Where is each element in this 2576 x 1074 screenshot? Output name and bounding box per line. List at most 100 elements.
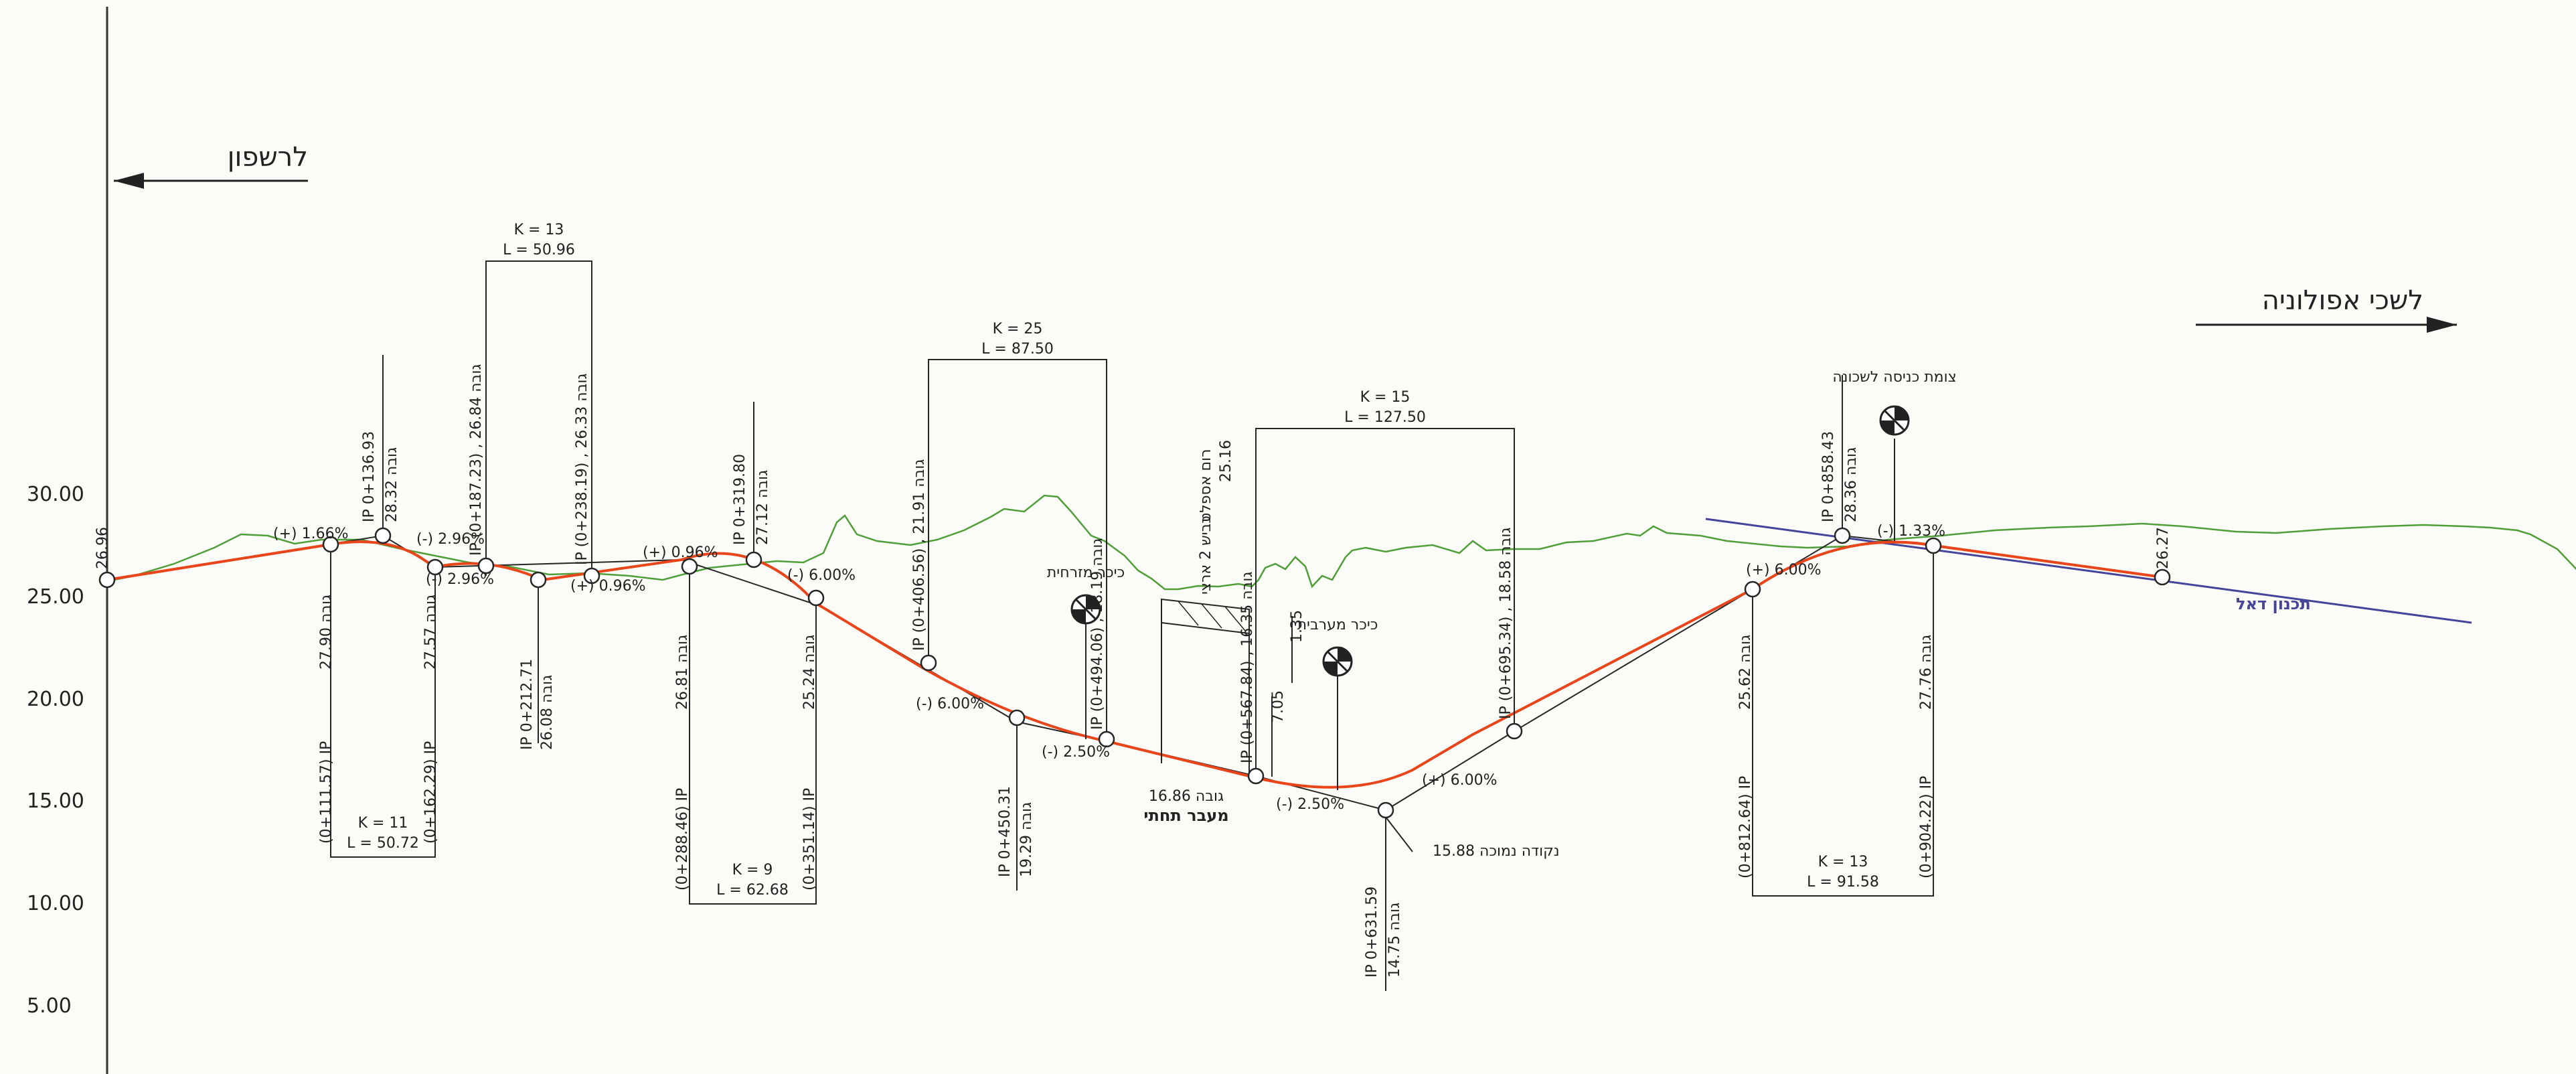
y-tick-20: 20.00: [27, 688, 84, 711]
grade-8: (-) 2.50%: [1042, 744, 1110, 761]
curve-3-k: K = 9: [732, 862, 773, 878]
curve-3-l: L = 62.68: [716, 882, 789, 899]
station-319-ip: IP 0+319.80: [732, 454, 748, 545]
marker-567: [1249, 769, 1263, 783]
grade-6: (-) 6.00%: [787, 567, 856, 584]
curve-bracket-5: [1256, 429, 1514, 776]
y-tick-10: 10.00: [27, 892, 84, 915]
station-111-ip: (0+111.57) IP: [318, 741, 335, 844]
station-111-elev: 27.90 גובה: [318, 595, 335, 670]
underpass-elev: 16.86 גובה: [1149, 788, 1224, 805]
curve-2-l: L = 50.96: [503, 242, 575, 258]
curve-4-l: L = 87.50: [981, 341, 1054, 358]
y-tick-25: 25.00: [27, 585, 84, 609]
road2-hatch-2: [1202, 604, 1222, 628]
station-136-ip: IP 0+136.93: [361, 431, 378, 522]
marker-end: [2155, 570, 2170, 585]
station-212-elev: 26.08 גובה: [539, 675, 556, 750]
station-351-ip: (0+351.14) IP: [801, 788, 818, 891]
marker-904: [1926, 538, 1941, 553]
station-812-ip: (0+812.64) IP: [1737, 776, 1754, 878]
curve-2-k: K = 13: [514, 222, 564, 238]
clearance-2: 1.35: [1289, 610, 1305, 643]
station-288-elev: 26.81 גובה: [674, 635, 691, 710]
road2-crossing: [1161, 599, 1249, 780]
arrowhead-left-icon: [114, 173, 144, 189]
east-circle-label: כיכר מזרחית: [1047, 564, 1125, 581]
y-tick-5: 5.00: [27, 994, 72, 1018]
y-axis-labels: 30.00 25.00 20.00 15.00 10.00 5.00: [27, 483, 84, 1018]
clearance-1: 7.05: [1270, 690, 1287, 723]
west-circle-label: כיכר מערבית: [1297, 617, 1378, 633]
station-238: IP (0+238.19) , 26.33 גובה: [574, 374, 590, 565]
station-288-ip: (0+288.46) IP: [674, 788, 691, 891]
station-695: IP (0+695.34) , 18.58 גובה: [1498, 528, 1514, 719]
marker-136: [376, 528, 390, 543]
grade-4: (+) 0.96%: [643, 544, 718, 561]
entry-label: צומת כניסה לשכונה: [1832, 369, 1956, 386]
station-631-elev: 14.75 גובה: [1386, 903, 1403, 978]
station-450-elev: 19.29 גובה: [1018, 802, 1035, 877]
station-904-ip: (0+904.22) IP: [1918, 776, 1935, 878]
direction-left: לרשפון: [114, 142, 308, 189]
station-136-elev: 28.32 גובה: [384, 447, 400, 522]
station-187: IP (0+187.23) , 26.84 גובה: [468, 364, 485, 556]
station-351-elev: 25.24 גובה: [801, 635, 818, 710]
curve-1-k: K = 11: [358, 815, 408, 832]
entry-junction-icon: [1880, 406, 1909, 435]
curve-5-k: K = 15: [1360, 389, 1411, 406]
grade-2: (-) 2.96%: [416, 531, 485, 548]
marker-695: [1507, 724, 1522, 739]
station-212-ip: IP 0+212.71: [519, 659, 536, 750]
marker-406: [921, 656, 936, 670]
grade-1: (+) 1.66%: [273, 526, 348, 542]
curve-1-l: L = 50.72: [347, 835, 419, 852]
direction-right: לשכי אפולוניה: [2196, 285, 2457, 333]
grade-10: (+) 6.00%: [1422, 772, 1497, 789]
curve-5-l: L = 127.50: [1344, 409, 1426, 426]
station-567: IP (0+567.84) , 16.35 גובה: [1239, 572, 1256, 763]
station-markers: [100, 528, 2170, 818]
planned-daled-label: תכנון דאל: [2236, 595, 2311, 613]
station-904-elev: 27.76 גובה: [1918, 635, 1935, 710]
direction-right-label: לשכי אפולוניה: [2262, 285, 2423, 316]
marker-631: [1378, 803, 1393, 818]
road2-label: כביש 2 ארצי: [1198, 516, 1214, 595]
grade-3: (-) 2.96%: [426, 571, 494, 588]
grade-11: (+) 6.00%: [1746, 562, 1821, 579]
station-812-elev: 25.62 גובה: [1737, 635, 1754, 710]
marker-450: [1010, 710, 1024, 725]
end-elev: 26.27: [2155, 527, 2172, 569]
low-point-label: 15.88 נקודה נמוכה: [1433, 843, 1560, 860]
asphalt-value: 25.16: [1218, 440, 1234, 482]
marker-858: [1835, 528, 1850, 543]
curve-bracket-1: [331, 544, 435, 857]
y-tick-30: 30.00: [27, 483, 84, 506]
station-631-ip: IP 0+631.59: [1364, 887, 1380, 978]
curve-bracket-6: [1753, 546, 1933, 896]
station-450-ip: IP 0+450.31: [997, 786, 1014, 877]
station-858-ip: IP 0+858.43: [1820, 431, 1837, 522]
curve-bracket-3: [690, 560, 816, 904]
grade-5: (+) 0.96%: [570, 578, 645, 595]
arrowhead-right-icon: [2427, 317, 2457, 333]
west-circle-icon: [1323, 647, 1352, 676]
station-858-elev: 28.36 גובה: [1843, 447, 1860, 522]
underpass-label: מעבר תחתי: [1143, 806, 1228, 825]
design-profile-line: [107, 542, 2162, 787]
station-leaders: [383, 355, 1895, 991]
road2-hatch-1: [1178, 601, 1198, 625]
marker-288: [682, 559, 697, 574]
marker-start: [100, 572, 114, 587]
road2-hatch: [1161, 599, 1249, 633]
marker-351: [809, 591, 823, 605]
station-162-elev: 27.57 גובה: [422, 595, 439, 670]
station-406: IP (0+406.56) , 21.91 גובה: [911, 459, 928, 651]
curve-4-k: K = 25: [993, 321, 1043, 337]
station-labels: IP 0+136.93 28.32 גובה (0+111.57) IP 27.…: [94, 364, 1935, 978]
marker-319: [746, 552, 761, 567]
marker-812: [1745, 582, 1760, 597]
grade-12: (-) 1.33%: [1877, 523, 1945, 540]
annotations: כיכר מזרחית כיכר מערבית צומת כניסה לשכונ…: [1047, 369, 2172, 860]
